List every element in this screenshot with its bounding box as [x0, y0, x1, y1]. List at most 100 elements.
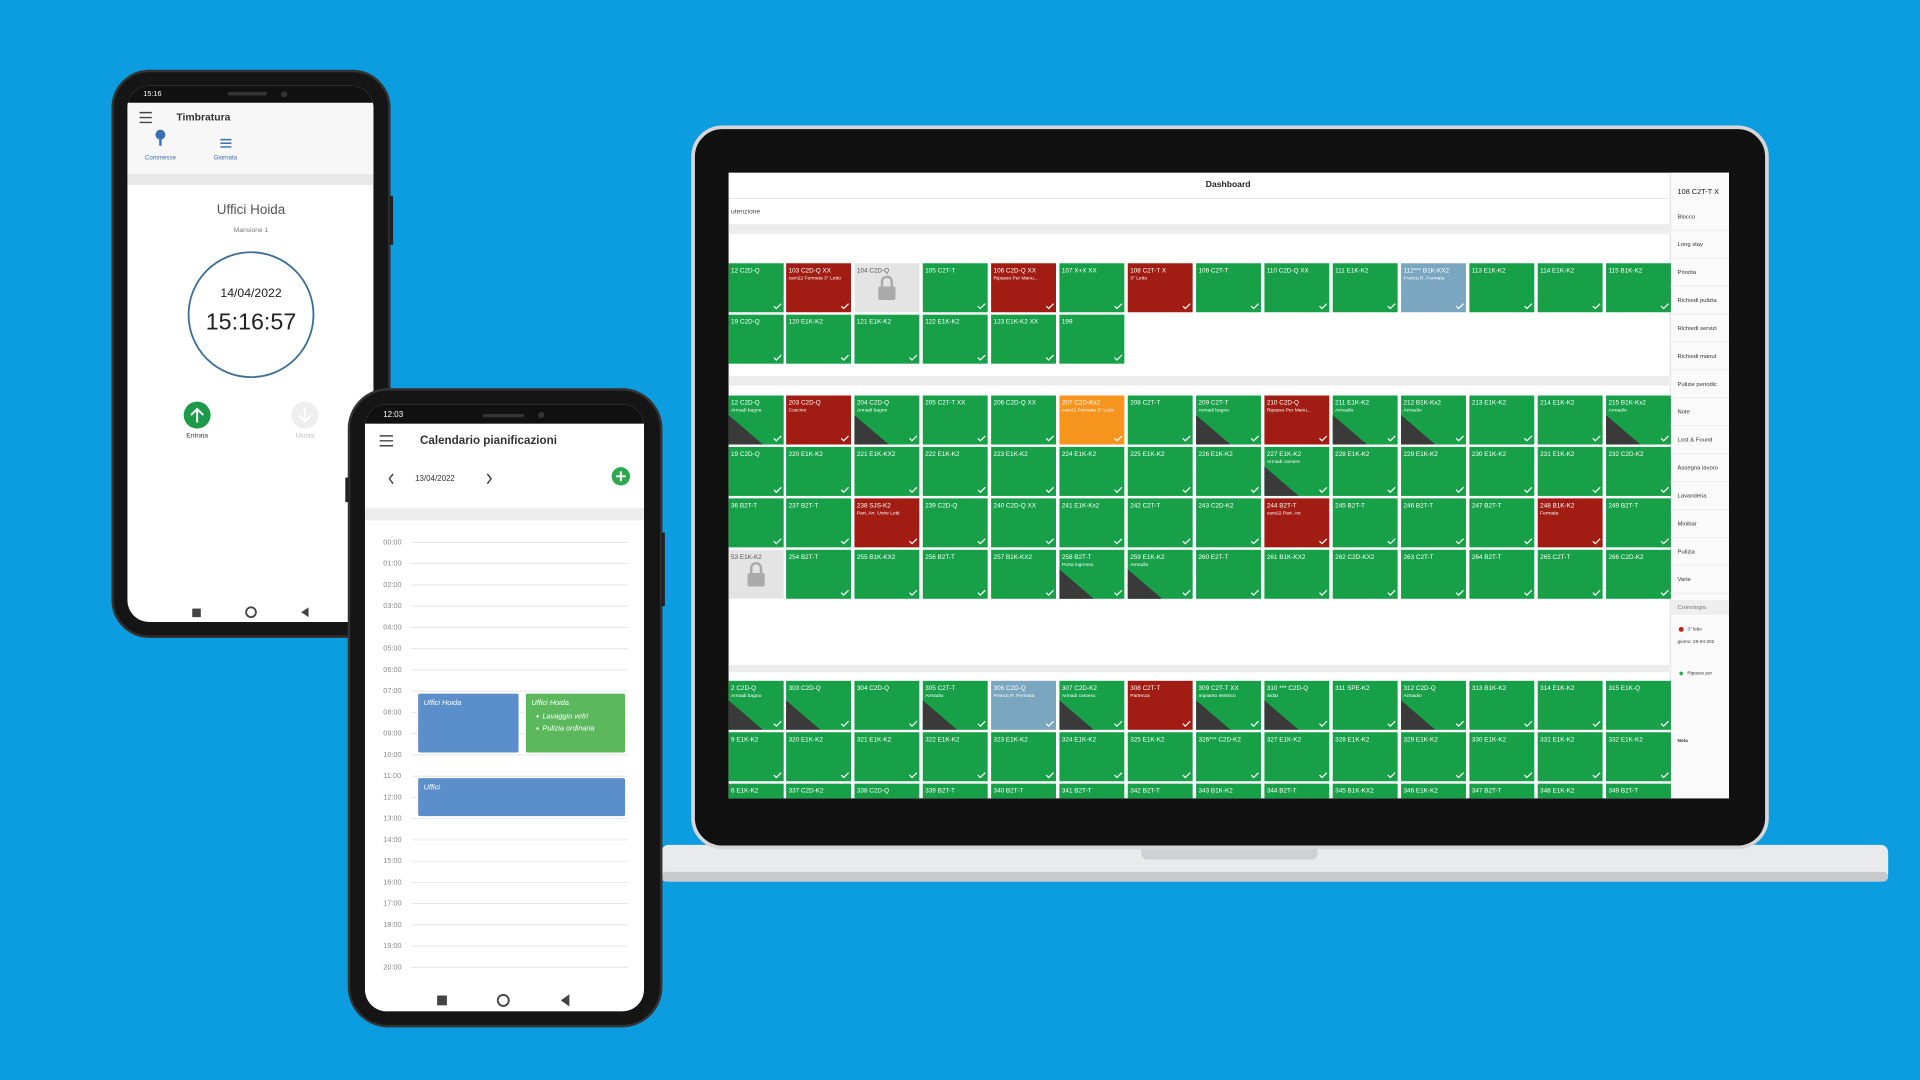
- room-tile[interactable]: 263 C2T-T: [1401, 549, 1466, 599]
- room-tile[interactable]: 338 C2D-Q: [854, 783, 920, 833]
- room-tile[interactable]: 339 B2T-T: [922, 783, 988, 833]
- room-tile[interactable]: 325 E1K-K2: [1127, 732, 1193, 782]
- room-tile[interactable]: 256 B2T-T: [922, 549, 988, 599]
- nav-back[interactable]: [301, 607, 309, 618]
- room-tile[interactable]: 114 E1K-K2: [1537, 263, 1603, 313]
- tab[interactable]: Commesse: [145, 155, 176, 162]
- sidebar-item[interactable]: Pulizia: [1678, 549, 1696, 555]
- room-tile[interactable]: 311 SPE-K2: [1332, 680, 1398, 730]
- room-tile[interactable]: 110 C2D-Q XX: [1264, 263, 1330, 313]
- room-tile[interactable]: 348 E1K-K2: [1537, 783, 1603, 833]
- room-tile[interactable]: 241 E1K-Kx2: [1059, 498, 1125, 548]
- room-tile[interactable]: 322 E1K-K2: [922, 732, 988, 782]
- calendar-event[interactable]: [416, 776, 627, 818]
- room-tile[interactable]: 105 C2T-T: [922, 263, 988, 313]
- room-tile[interactable]: 113 E1K-K2: [1469, 263, 1535, 313]
- room-tile[interactable]: 225 E1K-K2: [1127, 446, 1193, 496]
- room-tile[interactable]: 104 C2D-Q: [854, 263, 920, 313]
- room-tile[interactable]: 122 E1K-K2: [922, 314, 988, 364]
- room-tile[interactable]: 199: [1059, 314, 1125, 364]
- room-tile[interactable]: 111 E1K-K2: [1332, 263, 1398, 313]
- room-tile[interactable]: 53 E1K-K2: [728, 549, 784, 599]
- room-tile[interactable]: 214 E1K-K2: [1537, 395, 1603, 445]
- room-tile[interactable]: 255 B1K-KX2: [854, 549, 920, 599]
- room-tile[interactable]: 108 C2T-T X3° Letto: [1127, 263, 1193, 313]
- room-tile[interactable]: 320 E1K-K2: [786, 732, 852, 782]
- room-tile[interactable]: 313 B1K-K2: [1469, 680, 1535, 730]
- room-tile[interactable]: 224 E1K-K2: [1059, 446, 1125, 496]
- nav-home[interactable]: [496, 993, 510, 1007]
- room-tile[interactable]: 123 E1K-K2 XX: [991, 314, 1056, 364]
- sidebar-item[interactable]: Lost & Found: [1678, 438, 1713, 444]
- room-tile[interactable]: 239 C2D-Q: [922, 498, 988, 548]
- room-tile[interactable]: 36 B2T-T: [728, 498, 784, 548]
- room-tile[interactable]: 330 E1K-K2: [1469, 732, 1535, 782]
- room-tile[interactable]: 331 E1K-K2: [1537, 732, 1603, 782]
- room-tile[interactable]: 343 B1K-K2: [1196, 783, 1261, 833]
- sidebar-item[interactable]: Richiedi manut: [1678, 354, 1717, 360]
- room-tile[interactable]: 326*** C2D-K2: [1196, 732, 1261, 782]
- room-tile[interactable]: 232 C2D-K2: [1606, 446, 1671, 496]
- calendar-event[interactable]: [416, 692, 520, 754]
- room-tile[interactable]: 206 C2D-Q XX: [991, 395, 1056, 445]
- room-tile[interactable]: 257 B1K-KX2: [991, 549, 1056, 599]
- room-tile[interactable]: 242 C2T-T: [1127, 498, 1193, 548]
- menu-icon[interactable]: [139, 111, 152, 124]
- sidebar-item[interactable]: Varie: [1678, 577, 1691, 583]
- room-tile[interactable]: 247 B2T-T: [1469, 498, 1535, 548]
- room-tile[interactable]: 208 C2T-T: [1127, 395, 1193, 445]
- room-tile[interactable]: 121 E1K-K2: [854, 314, 920, 364]
- room-tile[interactable]: 19 C2D-Q: [728, 314, 784, 364]
- room-tile[interactable]: 237 B2T-T: [786, 498, 852, 548]
- room-tile[interactable]: 260 E2T-T: [1196, 549, 1261, 599]
- room-tile[interactable]: 261 B1K-KX2: [1264, 549, 1330, 599]
- nav-back[interactable]: [560, 994, 570, 1007]
- room-tile[interactable]: 205 C2T-T XX: [922, 395, 988, 445]
- room-tile[interactable]: 266 C2D-K2: [1606, 549, 1671, 599]
- sidebar-item[interactable]: Lavanderia: [1678, 493, 1708, 499]
- room-tile[interactable]: 249 B2T-T: [1606, 498, 1671, 548]
- room-tile[interactable]: 304 C2D-Q: [854, 680, 920, 730]
- room-tile[interactable]: 347 B2T-T: [1469, 783, 1535, 833]
- room-tile[interactable]: 323 E1K-K2: [991, 732, 1056, 782]
- sidebar-item[interactable]: Pulizie periodic: [1678, 382, 1717, 388]
- room-tile[interactable]: 327 E1K-K2: [1264, 732, 1330, 782]
- room-tile[interactable]: 222 E1K-K2: [922, 446, 988, 496]
- room-tile[interactable]: 240 C2D-Q XX: [991, 498, 1056, 548]
- room-tile[interactable]: 321 E1K-K2: [854, 732, 920, 782]
- room-tile[interactable]: 324 E1K-K2: [1059, 732, 1125, 782]
- room-tile[interactable]: 262 C2D-KX2: [1332, 549, 1398, 599]
- calendar-event[interactable]: [524, 692, 627, 754]
- room-tile[interactable]: 109 C2T-T: [1196, 263, 1261, 313]
- sidebar-item[interactable]: Note: [1678, 410, 1690, 416]
- room-tile[interactable]: 245 B2T-T: [1332, 498, 1398, 548]
- room-tile[interactable]: 265 C2T-T: [1537, 549, 1603, 599]
- nav-square[interactable]: [437, 995, 447, 1006]
- room-tile[interactable]: 115 B1K-K2: [1606, 263, 1671, 313]
- nav-square[interactable]: [192, 608, 201, 618]
- room-tile[interactable]: 349 B2T-T: [1606, 783, 1671, 833]
- room-tile[interactable]: 332 E1K-K2: [1606, 732, 1671, 782]
- sidebar-item[interactable]: Blocco: [1678, 214, 1696, 220]
- nav-home[interactable]: [245, 606, 257, 619]
- room-tile[interactable]: 226 E1K-K2: [1196, 446, 1261, 496]
- room-tile[interactable]: 254 B2T-T: [786, 549, 852, 599]
- menu-icon[interactable]: [379, 435, 394, 447]
- room-tile[interactable]: 6 E1K-K2: [728, 783, 784, 833]
- room-tile[interactable]: 346 E1K-K2: [1401, 783, 1466, 833]
- sidebar-item[interactable]: Priorita: [1678, 270, 1697, 276]
- sidebar-item[interactable]: Richiedi servizi: [1678, 326, 1717, 332]
